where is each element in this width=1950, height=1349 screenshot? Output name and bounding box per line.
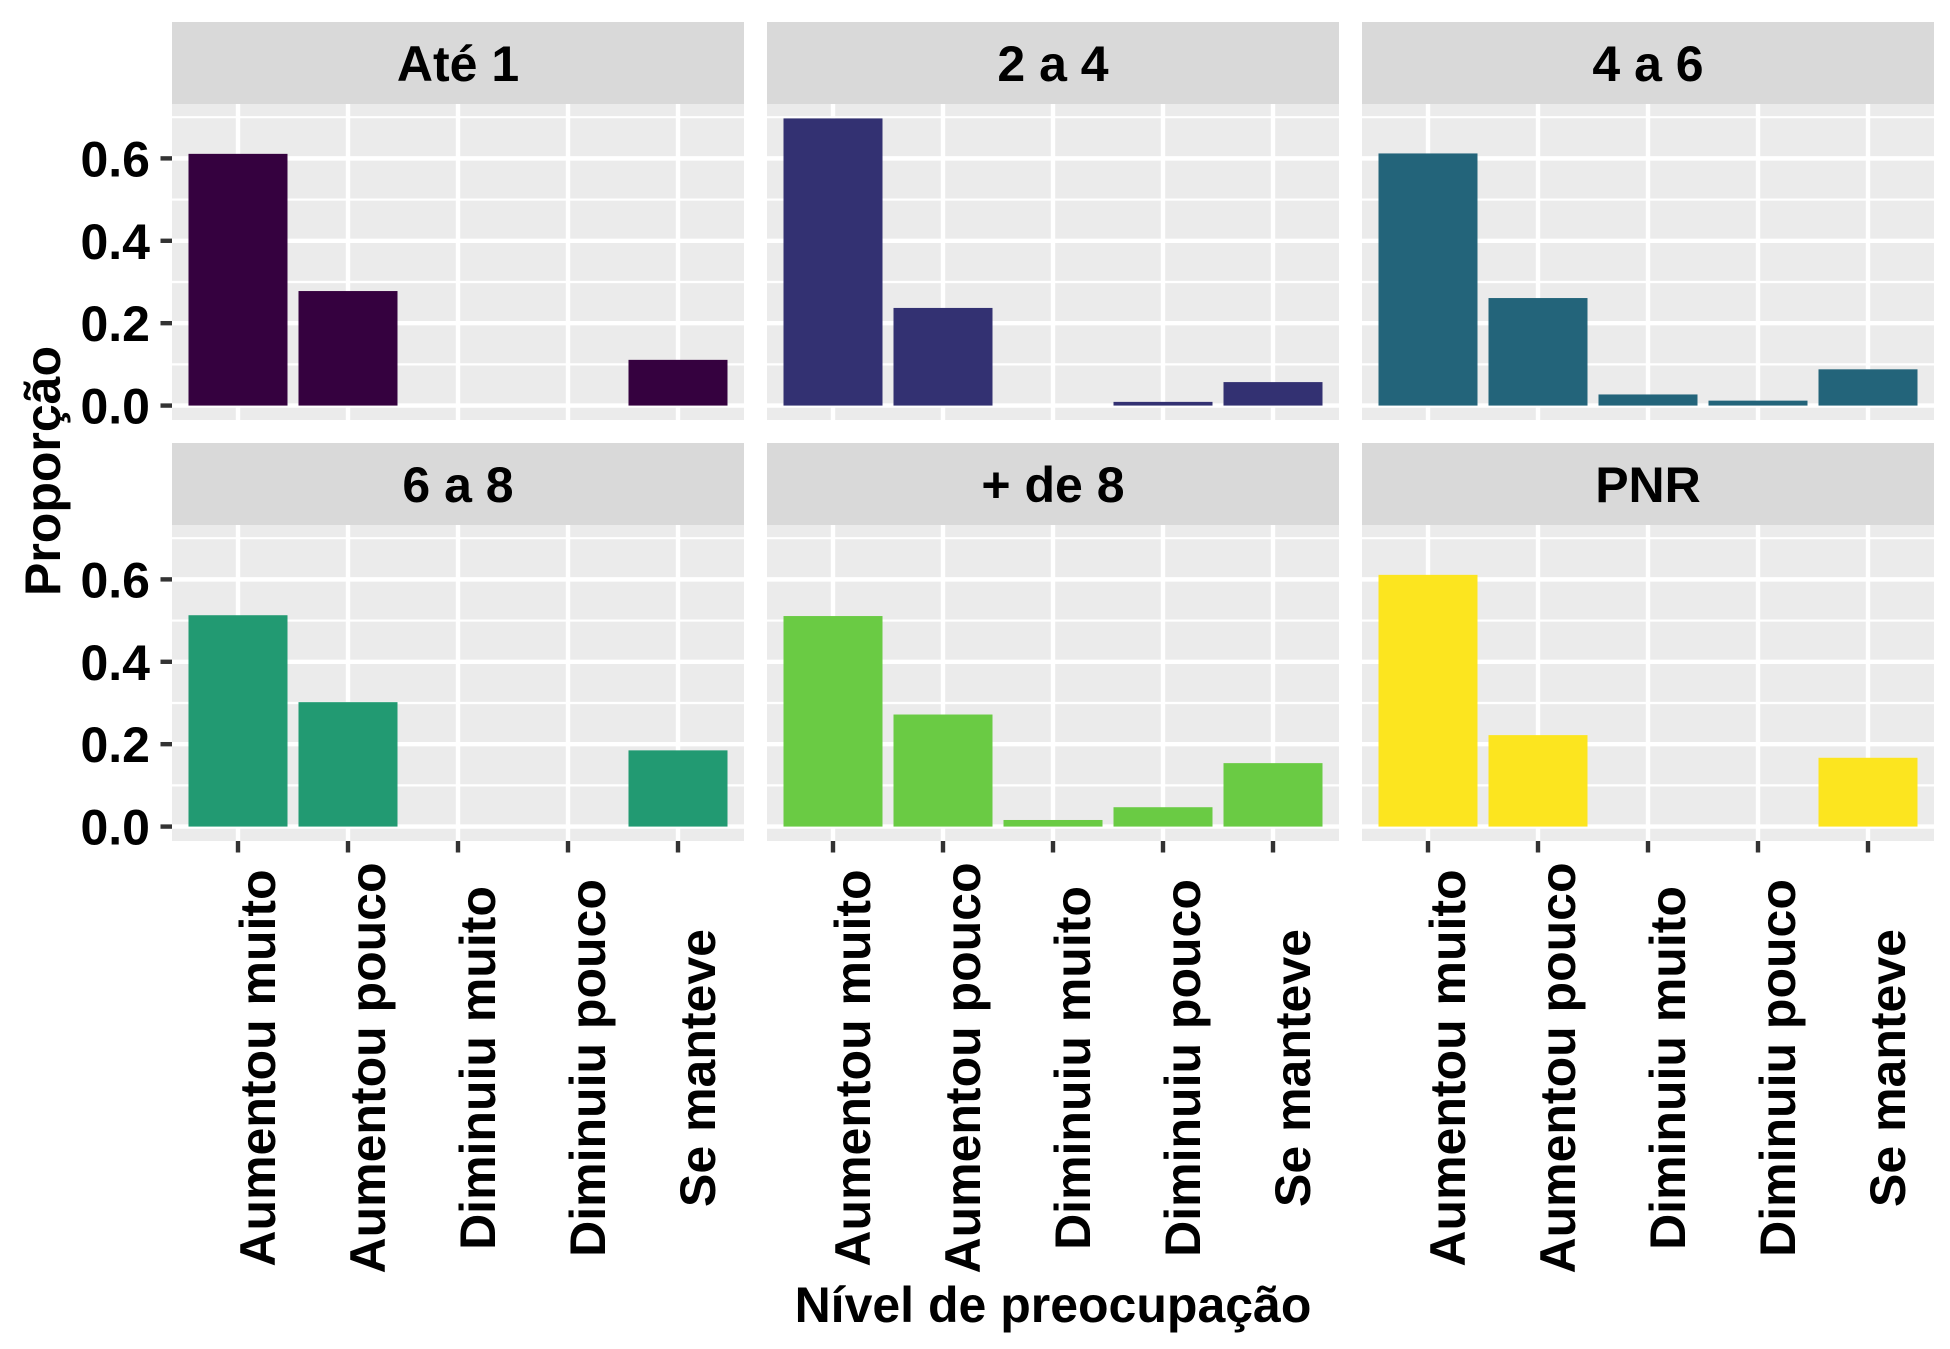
bar [1598, 394, 1698, 406]
bar [1488, 735, 1588, 827]
facet-panel: 4 a 6 [1362, 22, 1934, 420]
bar [1113, 807, 1213, 827]
facet-strip [1362, 22, 1934, 104]
x-tick-label: Se manteve [670, 929, 726, 1207]
x-tick-label: Se manteve [1860, 929, 1916, 1207]
bar [298, 702, 398, 827]
bar [628, 750, 728, 827]
bar [1223, 382, 1323, 406]
bar [188, 153, 288, 406]
facet-strip [172, 443, 744, 525]
x-tick-label: Aumentou pouco [935, 862, 991, 1273]
bar [1488, 298, 1588, 406]
y-tick-label: 0.2 [80, 717, 150, 773]
bar [783, 118, 883, 406]
x-tick-label: Aumentou pouco [340, 862, 396, 1273]
bar [298, 291, 398, 406]
y-tick-label: 0.6 [80, 552, 150, 608]
facet-panel: 2 a 4 [767, 22, 1339, 420]
facet-panel: PNR Aumentou muito Aumentou pouco Diminuiu … [1362, 443, 1934, 1274]
x-tick-label: Aumentou muito [825, 869, 881, 1266]
y-tick-label: 0.2 [80, 296, 150, 352]
y-tick-label: 0.6 [80, 131, 150, 187]
x-tick-label: Aumentou muito [1420, 869, 1476, 1266]
facet-strip [1362, 443, 1934, 525]
bar [1223, 763, 1323, 827]
facet-label: Até 1 [397, 36, 519, 92]
x-axis-title: Nível de preocupação [795, 1277, 1312, 1333]
facet-label: 2 a 4 [997, 36, 1108, 92]
x-tick-label: Aumentou muito [230, 869, 286, 1266]
bar [1378, 574, 1478, 827]
facet-panel: + de 8 Aumentou muito Aumentou pouco Diminu… [767, 443, 1339, 1274]
facet-strip [767, 22, 1339, 104]
x-tick-label: Diminuiu muito [1045, 886, 1101, 1250]
y-tick-label: 0.0 [80, 379, 150, 435]
bar [628, 359, 728, 406]
facet-label: 6 a 8 [402, 457, 513, 513]
x-tick-label: Diminuiu pouco [1750, 879, 1806, 1257]
facet-label: PNR [1595, 457, 1701, 513]
x-tick-label: Aumentou pouco [1530, 862, 1586, 1273]
x-tick-label: Se manteve [1265, 929, 1321, 1207]
facet-label: 4 a 6 [1592, 36, 1703, 92]
bar [1003, 819, 1103, 827]
bar [1818, 757, 1918, 827]
facet-strip [172, 22, 744, 104]
x-tick-label: Diminuiu pouco [560, 879, 616, 1257]
facet-strip [767, 443, 1339, 525]
bar [783, 616, 883, 827]
bar [893, 714, 993, 827]
bar [893, 307, 993, 406]
x-tick-label: Diminuiu pouco [1155, 879, 1211, 1257]
y-tick-label: 0.4 [80, 214, 150, 270]
x-tick-label: Diminuiu muito [450, 886, 506, 1250]
bar [188, 615, 288, 827]
bar [1378, 153, 1478, 406]
y-axis-title: Proporção [15, 346, 71, 596]
bar [1818, 369, 1918, 406]
facet-panel: Até 1 0.0 0.2 0.4 0.6 [80, 22, 744, 435]
y-tick-label: 0.0 [80, 800, 150, 856]
facet-panel: 6 a 8 0.0 0.2 0.4 0.6 Aumentou muito Aumentou … [80, 443, 744, 1274]
bar [1113, 401, 1213, 406]
facet-grid: Até 1 0.0 0.2 0.4 0.6 2 a 4 4 a 6 6 a 8 0.0 0.2 0.… [80, 22, 1934, 1274]
facet-label: + de 8 [981, 457, 1124, 513]
y-tick-label: 0.4 [80, 635, 150, 691]
x-tick-label: Diminuiu muito [1640, 886, 1696, 1250]
bar [1708, 400, 1808, 406]
